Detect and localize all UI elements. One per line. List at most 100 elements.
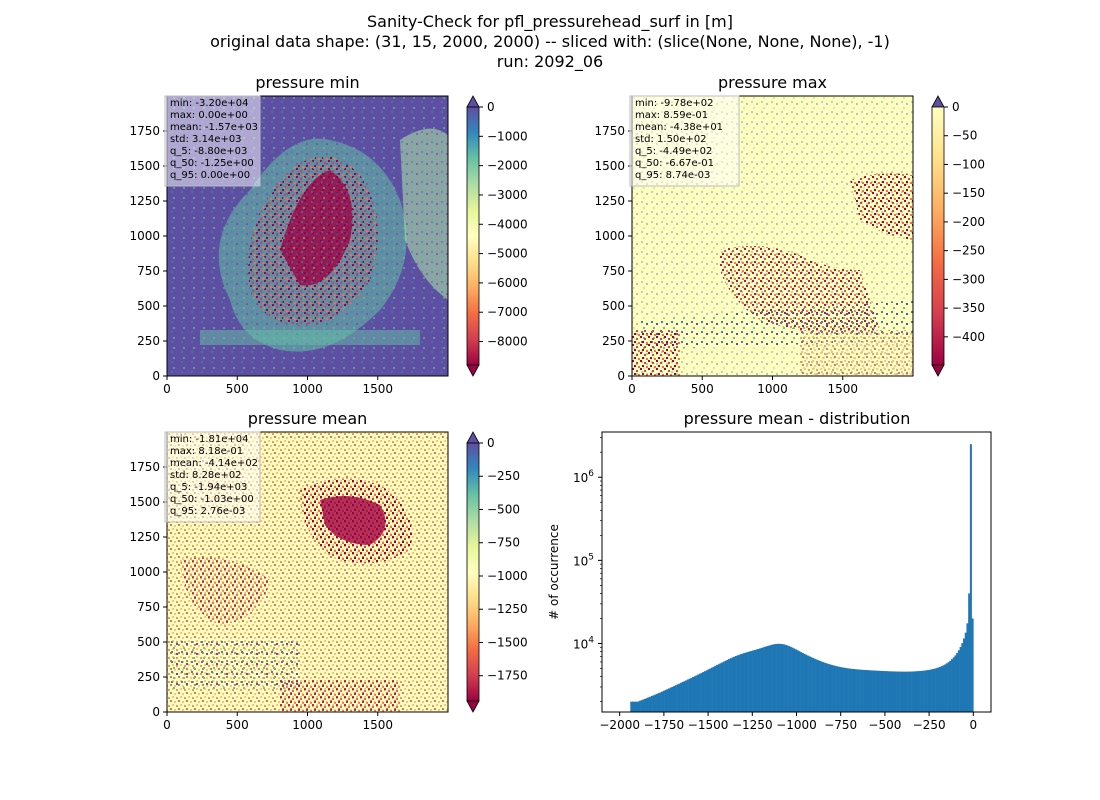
histogram-bar bbox=[738, 654, 741, 712]
histogram-bar bbox=[721, 662, 724, 712]
y-tick-label: 1250 bbox=[129, 530, 160, 544]
stats-line: std: 3.14e+03 bbox=[170, 134, 242, 145]
y-tick-label: 750 bbox=[137, 600, 160, 614]
stats-line: mean: -1.57e+03 bbox=[170, 122, 258, 133]
histogram-bar bbox=[642, 699, 645, 712]
histogram-bar bbox=[858, 669, 861, 712]
histogram-bar bbox=[671, 686, 674, 712]
stats-line: q_95: 0.00e+00 bbox=[170, 170, 250, 181]
histogram-bar bbox=[834, 665, 837, 712]
histogram-bar bbox=[875, 670, 878, 712]
histogram-bar bbox=[707, 669, 710, 712]
colorbar-extend-top bbox=[466, 431, 480, 444]
x-tick-label: 1500 bbox=[827, 382, 858, 396]
x-tick-label: 500 bbox=[226, 718, 249, 732]
histogram-bar bbox=[892, 671, 895, 712]
histogram-bar bbox=[878, 670, 882, 712]
colorbar: 0 −1000 −2000 −3000 −4000 −5000 −6000 −7000 −800… bbox=[466, 95, 528, 377]
histogram-bar bbox=[889, 671, 892, 712]
histogram-bar bbox=[666, 689, 669, 712]
histogram-bar bbox=[781, 644, 784, 712]
colorbar-tick-label: 0 bbox=[952, 100, 960, 114]
colorbar-tick-label: −1000 bbox=[487, 569, 528, 583]
histogram-bar bbox=[824, 662, 827, 712]
histogram-bar bbox=[817, 660, 820, 712]
histogram-bar bbox=[788, 646, 791, 712]
histogram-bar bbox=[906, 671, 909, 712]
stats-line: q_5: -4.49e+02 bbox=[635, 146, 712, 157]
colorbar-extend-top bbox=[466, 95, 480, 108]
colorbar-tick-label: −300 bbox=[952, 272, 985, 286]
histogram-bar bbox=[928, 669, 931, 712]
histogram-bar bbox=[915, 671, 918, 712]
histogram-bar bbox=[971, 618, 974, 712]
stats-line: mean: -4.38e+01 bbox=[635, 122, 723, 133]
histogram-bar bbox=[683, 681, 686, 712]
histogram-bar bbox=[870, 670, 873, 712]
colorbar-body bbox=[466, 106, 480, 366]
x-tick-label: 1000 bbox=[292, 718, 323, 732]
histogram-bar bbox=[899, 671, 902, 712]
figure-title-line: original data shape: (31, 15, 2000, 2000… bbox=[210, 32, 890, 51]
histogram-bar bbox=[911, 671, 914, 712]
histogram-bar bbox=[717, 664, 720, 712]
stats-line: mean: -4.14e+02 bbox=[170, 458, 258, 469]
histogram-bar bbox=[884, 671, 887, 712]
histogram-bar bbox=[750, 650, 753, 712]
histogram-bar bbox=[714, 665, 717, 712]
colorbar-body bbox=[931, 106, 945, 366]
y-tick-label: 0 bbox=[617, 369, 625, 383]
histogram-bar bbox=[860, 669, 863, 712]
histogram-bar bbox=[830, 664, 833, 712]
histogram-bar bbox=[656, 693, 659, 712]
histogram-bar bbox=[757, 648, 760, 712]
histogram-bar bbox=[844, 667, 847, 712]
histogram-bar bbox=[839, 667, 842, 712]
x-tick-label: 0 bbox=[628, 382, 636, 396]
stats-line: min: -1.81e+04 bbox=[170, 434, 249, 445]
histogram-bar bbox=[968, 593, 971, 712]
panel-title: pressure min bbox=[255, 73, 359, 92]
y-tick-label: 0 bbox=[152, 369, 160, 383]
histogram-bar bbox=[803, 653, 806, 712]
histogram-bar bbox=[664, 689, 667, 712]
histogram-bar bbox=[633, 701, 636, 712]
histogram-bar bbox=[674, 685, 677, 712]
histogram-bar bbox=[794, 649, 797, 712]
histogram-bar bbox=[693, 676, 696, 712]
histogram-bar bbox=[716, 665, 719, 712]
histogram-bar bbox=[734, 656, 737, 712]
histogram-bar bbox=[736, 655, 739, 712]
histogram-bar bbox=[942, 665, 945, 712]
histogram-bar bbox=[890, 671, 894, 712]
stats-line: max: 8.59e-01 bbox=[635, 110, 708, 121]
histogram-bar bbox=[923, 670, 926, 712]
colorbar-extend-bottom bbox=[931, 364, 945, 377]
y-tick-label: 500 bbox=[602, 299, 625, 313]
histogram-bar bbox=[954, 655, 957, 712]
x-tick-label: 0 bbox=[163, 718, 171, 732]
histogram-bar bbox=[770, 644, 773, 712]
histogram-bar bbox=[808, 656, 811, 712]
colorbar-tick-label: −3000 bbox=[487, 188, 528, 202]
histogram-bar bbox=[963, 638, 966, 712]
histogram-bar bbox=[748, 651, 751, 712]
y-ticks: 0 250 500 750 1000 1250 1500 1750 bbox=[129, 124, 167, 383]
histogram-bar bbox=[815, 659, 818, 712]
histogram-bar bbox=[933, 668, 936, 712]
histogram-bar bbox=[712, 666, 715, 712]
histogram-bar bbox=[880, 670, 883, 712]
x-tick-label: −500 bbox=[868, 718, 901, 732]
histogram-bar bbox=[758, 648, 761, 712]
histogram-bar bbox=[832, 665, 835, 712]
histogram-bar bbox=[951, 659, 954, 712]
stats-line: q_50: -1.03e+00 bbox=[170, 494, 254, 505]
colorbar-tick-label: −100 bbox=[952, 157, 985, 171]
histogram-bar bbox=[841, 667, 844, 712]
y-tick-label: 250 bbox=[137, 334, 160, 348]
histogram-bar bbox=[650, 695, 653, 712]
stats-line: max: 8.18e-01 bbox=[170, 446, 243, 457]
histogram-bar bbox=[959, 646, 962, 712]
